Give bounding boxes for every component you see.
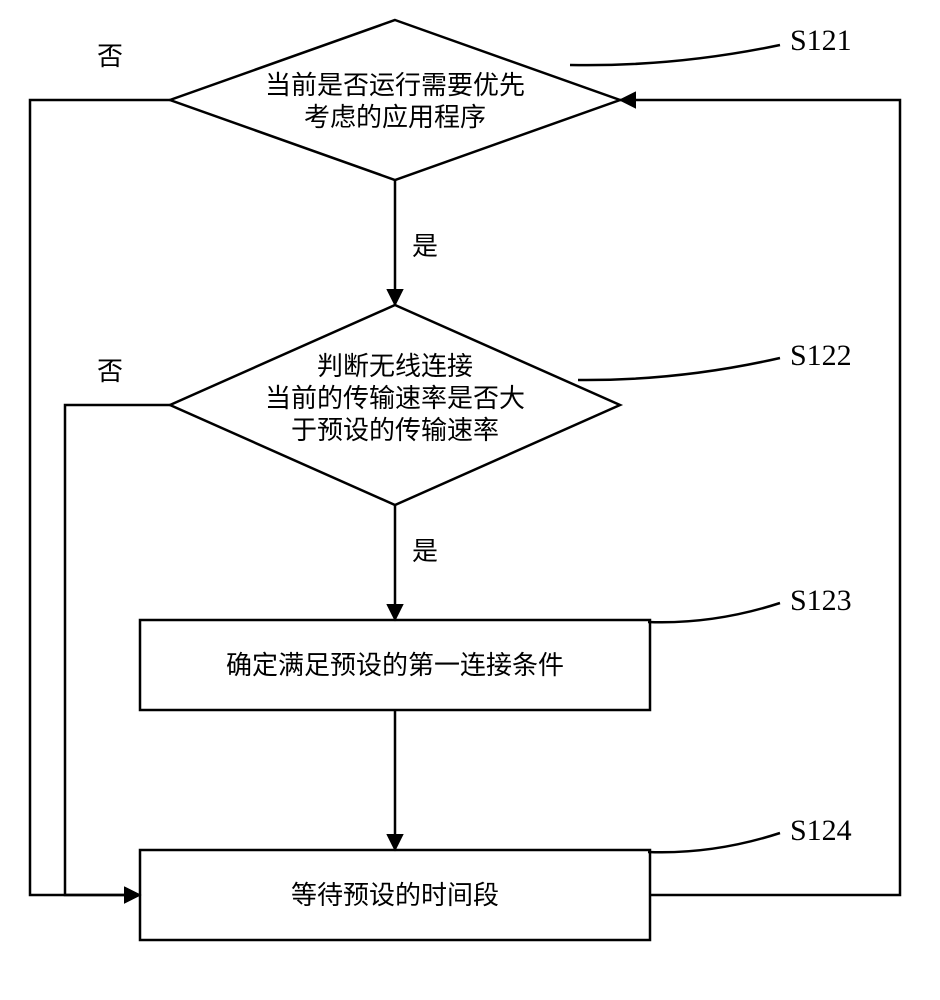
leader-s124 bbox=[648, 833, 780, 852]
leader-s122 bbox=[578, 358, 780, 380]
edge-label-d2_no: 否 bbox=[97, 357, 123, 386]
step-label-s124: S124 bbox=[790, 814, 852, 847]
node-text: 考虑的应用程序 bbox=[304, 103, 486, 132]
edge-label-d1_no: 否 bbox=[97, 42, 123, 71]
process-r1: 确定满足预设的第一连接条件 bbox=[140, 620, 650, 710]
edge-label-d2_yes: 是 bbox=[412, 537, 438, 566]
step-label-s123: S123 bbox=[790, 584, 852, 617]
decision-d2: 判断无线连接当前的传输速率是否大于预设的传输速率 bbox=[170, 305, 620, 505]
connector-d1_no_down bbox=[30, 100, 170, 895]
node-text: 当前的传输速率是否大 bbox=[265, 384, 525, 413]
process-r2: 等待预设的时间段 bbox=[140, 850, 650, 940]
decision-d1: 当前是否运行需要优先考虑的应用程序 bbox=[170, 20, 620, 180]
node-text: 当前是否运行需要优先 bbox=[265, 71, 525, 100]
edge-label-d1_yes: 是 bbox=[412, 232, 438, 261]
node-text: 判断无线连接 bbox=[317, 352, 473, 381]
leader-s123 bbox=[648, 603, 780, 622]
step-label-s122: S122 bbox=[790, 339, 852, 372]
node-text: 等待预设的时间段 bbox=[291, 881, 499, 910]
node-text: 确定满足预设的第一连接条件 bbox=[226, 651, 564, 680]
node-text: 于预设的传输速率 bbox=[291, 416, 499, 445]
step-label-s121: S121 bbox=[790, 24, 852, 57]
connector-d2_no_down bbox=[65, 405, 170, 895]
leader-s121 bbox=[570, 45, 780, 65]
connector-r2_to_d1 bbox=[620, 100, 900, 895]
